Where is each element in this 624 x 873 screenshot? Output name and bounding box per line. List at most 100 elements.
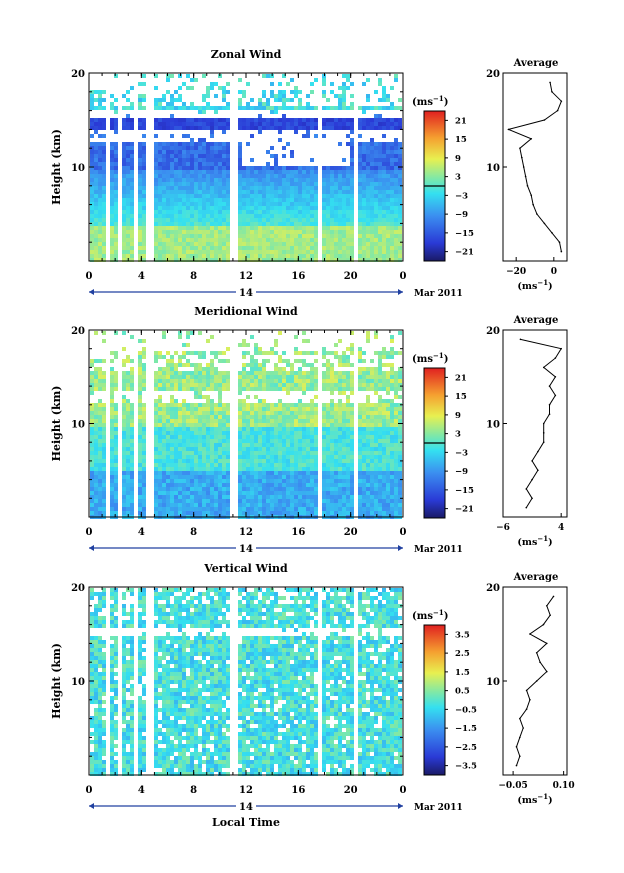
heatmap-cell [374, 367, 378, 371]
heatmap-cell [350, 459, 354, 463]
heatmap-cell [174, 511, 178, 515]
heatmap-cell [210, 170, 214, 174]
heatmap-cell [114, 182, 118, 186]
heatmap-cell [326, 507, 330, 511]
heatmap-cell [98, 407, 102, 411]
heatmap-cell [334, 459, 338, 463]
heatmap-cell [126, 230, 130, 234]
heatmap-cell [326, 411, 330, 415]
heatmap-cell [190, 182, 194, 186]
heatmap-cell [186, 435, 190, 439]
heatmap-cell [250, 471, 254, 475]
heatmap-cell [162, 431, 166, 435]
heatmap-cell [314, 431, 318, 435]
heatmap-cell [254, 507, 258, 511]
heatmap-cell [202, 491, 206, 495]
heatmap-cell [346, 202, 350, 206]
heatmap-cell [130, 471, 134, 475]
heatmap-cell [154, 218, 158, 222]
heatmap-cell [178, 415, 182, 419]
heatmap-cell [182, 174, 186, 178]
heatmap-cell [178, 214, 182, 218]
heatmap-cell [262, 387, 266, 391]
heatmap-cell [310, 459, 314, 463]
heatmap-cell [202, 395, 206, 399]
heatmap-cell [98, 455, 102, 459]
heatmap-cell [262, 166, 266, 170]
heatmap-cell [186, 254, 190, 258]
heatmap-cell [130, 258, 134, 262]
heatmap-cell [90, 495, 94, 499]
heatmap-cell [346, 86, 350, 90]
heatmap-cell [182, 158, 186, 162]
heatmap-cell [262, 190, 266, 194]
heatmap-cell [126, 146, 130, 150]
heatmap-cell [98, 186, 102, 190]
heatmap-cell [242, 511, 246, 515]
heatmap-cell [314, 206, 318, 210]
heatmap-cell [222, 359, 226, 363]
heatmap-cell [366, 371, 370, 375]
heatmap-cell [122, 198, 126, 202]
heatmap-cell [110, 375, 114, 379]
heatmap-cell [170, 226, 174, 230]
heatmap-cell [246, 122, 250, 126]
heatmap-cell [98, 214, 102, 218]
heatmap-cell [190, 351, 194, 355]
heatmap-cell [110, 455, 114, 459]
heatmap-cell [370, 359, 374, 363]
heatmap-cell [314, 479, 318, 483]
heatmap-cell [98, 367, 102, 371]
heatmap-cell [306, 230, 310, 234]
heatmap-cell [254, 403, 258, 407]
heatmap-cell [218, 455, 222, 459]
heatmap-cell [338, 391, 342, 395]
heatmap-cell [242, 367, 246, 371]
heatmap-cell [130, 202, 134, 206]
heatmap-cell [362, 194, 366, 198]
heatmap-cell [382, 170, 386, 174]
heatmap-cell [346, 170, 350, 174]
heatmap-cell [334, 254, 338, 258]
heatmap-cell [210, 122, 214, 126]
heatmap-cell [302, 126, 306, 130]
heatmap-cell [286, 198, 290, 202]
heatmap-cell [114, 427, 118, 431]
heatmap-cell [114, 423, 118, 427]
heatmap-cell [326, 363, 330, 367]
heatmap-cell [182, 122, 186, 126]
heatmap-cell [202, 174, 206, 178]
panel-title: Zonal Wind [211, 48, 282, 61]
heatmap-cell [222, 491, 226, 495]
heatmap-cell [182, 222, 186, 226]
heatmap-cell [310, 387, 314, 391]
heatmap-cell [394, 126, 398, 130]
heatmap-cell [202, 459, 206, 463]
heatmap-cell [350, 435, 354, 439]
heatmap-cell [286, 194, 290, 198]
heatmap-cell [342, 407, 346, 411]
heatmap-cell [350, 118, 354, 122]
heatmap-cell [190, 202, 194, 206]
heatmap-cell [142, 218, 146, 222]
heatmap-cell [210, 206, 214, 210]
heatmap-cell [342, 415, 346, 419]
heatmap-cell [390, 206, 394, 210]
heatmap-cell [110, 174, 114, 178]
heatmap-cell [178, 146, 182, 150]
heatmap-cell [158, 367, 162, 371]
heatmap-cell [122, 503, 126, 507]
heatmap-cell [202, 146, 206, 150]
heatmap-cell [362, 487, 366, 491]
heatmap-cell [310, 174, 314, 178]
heatmap-cell [358, 218, 362, 222]
heatmap-cell [270, 170, 274, 174]
heatmap-cell [158, 150, 162, 154]
heatmap-cell [162, 174, 166, 178]
heatmap-cell [314, 122, 318, 126]
heatmap-cell [266, 214, 270, 218]
heatmap-cell [178, 383, 182, 387]
heatmap-cell [214, 118, 218, 122]
heatmap-cell [114, 351, 118, 355]
heatmap-cell [90, 471, 94, 475]
